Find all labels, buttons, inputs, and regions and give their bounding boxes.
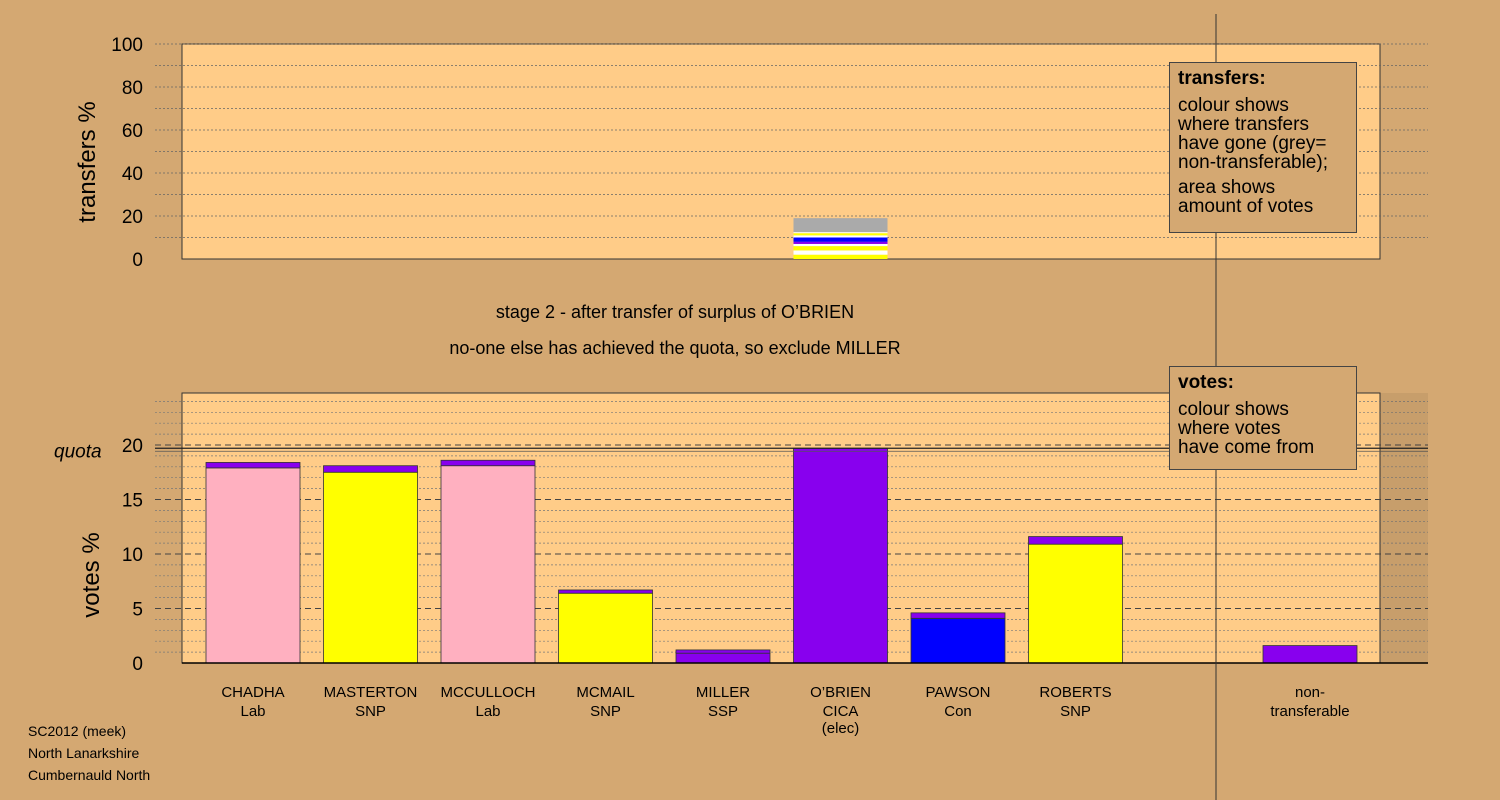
transfers-y-ticks: 0 20 40 60 80 100 [111,35,143,271]
votes-legend-line: colour shows [1178,399,1289,420]
votes-legend-title: votes: [1178,372,1234,393]
vote-bar-transfer [440,459,536,467]
candidate-party: SNP [1060,703,1091,720]
votes-y-tick: 10 [122,545,143,566]
vote-bar-transfer [1262,645,1358,664]
transfers-legend-line: amount of votes [1178,196,1314,217]
votes-axis-title: votes % [78,532,105,617]
candidate-party: Con [944,703,972,720]
transfer-segment [793,218,888,233]
votes-y-tick: 0 [132,654,143,675]
candidate-party: Lab [240,703,265,720]
vote-bar-base [1028,543,1123,664]
candidate-name: MILLER [696,684,750,701]
transfers-y-tick: 100 [111,35,143,56]
candidate-name: PAWSON [925,684,990,701]
candidate-name: non- [1295,684,1325,701]
vote-bar-transfer [205,462,301,469]
vote-bar-base [675,652,771,664]
candidate-party: SNP [355,703,386,720]
transfers-bars [793,218,888,259]
vote-bar-transfer [910,612,1006,619]
stage-line-2: no-one else has achieved the quota, so e… [449,338,900,358]
candidate-name: MCCULLOCH [440,684,535,701]
transfer-segment [793,246,888,251]
quota-label: quota [54,441,102,462]
candidate-name: O’BRIEN [810,684,871,701]
vote-bar-transfer [323,465,418,473]
vote-bar-base [793,447,888,664]
transfers-legend-line: where transfers [1178,114,1309,135]
votes-y-ticks: 0 5 10 15 20 [122,436,143,675]
footer: SC2012 (meek) North Lanarkshire Cumberna… [28,720,150,786]
transfer-segment [793,243,888,247]
candidate-party: SSP [708,703,738,720]
right-shade [1380,393,1428,663]
transfers-y-tick: 60 [122,121,143,142]
transfers-legend-line: area shows [1178,177,1276,198]
transfer-segment [793,235,888,238]
vote-bar-base [558,592,653,664]
candidate-party: Lab [475,703,500,720]
vote-bar-transfer [675,649,771,654]
transfers-axis-title: transfers % [74,101,101,222]
candidate-name: MASTERTON [324,684,418,701]
vote-bar-transfer [558,589,653,594]
candidate-party: SNP [590,703,621,720]
votes-bars [205,447,1358,664]
transfers-y-tick: 80 [122,78,143,99]
transfers-y-tick: 20 [122,207,143,228]
footer-line-3: Cumbernauld North [28,767,151,783]
candidate-labels: CHADHA Lab MASTERTON SNP MCCULLOCH Lab MCMAIL S… [221,684,1349,737]
transfer-segment [793,232,888,234]
transfer-segment [793,250,888,255]
candidate-note: (elec) [822,720,860,737]
transfers-legend-line: non-transferable); [1178,152,1328,173]
candidate-name: MCMAIL [576,684,634,701]
transfer-segment [793,241,888,244]
footer-line-1: SC2012 (meek) [28,723,127,739]
vote-bar-base [205,467,301,664]
votes-legend-line: where votes [1178,418,1281,439]
transfers-y-tick: 40 [122,164,143,185]
transfers-legend-box: transfers: colour shows where transfers … [1169,62,1357,233]
vote-bar-transfer [1028,536,1123,545]
votes-legend-line: have come from [1178,437,1315,458]
candidate-party: transferable [1270,703,1349,720]
transfers-legend-title: transfers: [1178,68,1266,89]
candidate-party: CICA [823,703,859,720]
stage-line-1: stage 2 - after transfer of surplus of O… [496,302,854,322]
transfer-segment [793,237,888,242]
footer-line-2: North Lanarkshire [28,745,140,761]
transfer-segment [793,233,888,236]
votes-legend-box: votes: colour shows where votes have com… [1169,366,1357,470]
votes-y-tick: 20 [122,436,143,457]
votes-y-tick: 5 [132,600,143,621]
transfers-y-tick: 0 [132,250,143,271]
vote-bar-base [440,465,536,664]
candidate-name: CHADHA [221,684,284,701]
votes-y-tick: 15 [122,491,143,512]
vote-bar-base [910,617,1006,664]
candidate-name: ROBERTS [1039,684,1111,701]
vote-bar-base [323,471,418,664]
transfer-segment [793,254,888,259]
transfers-legend-line: have gone (grey= [1178,133,1327,154]
transfers-legend-line: colour shows [1178,95,1289,116]
